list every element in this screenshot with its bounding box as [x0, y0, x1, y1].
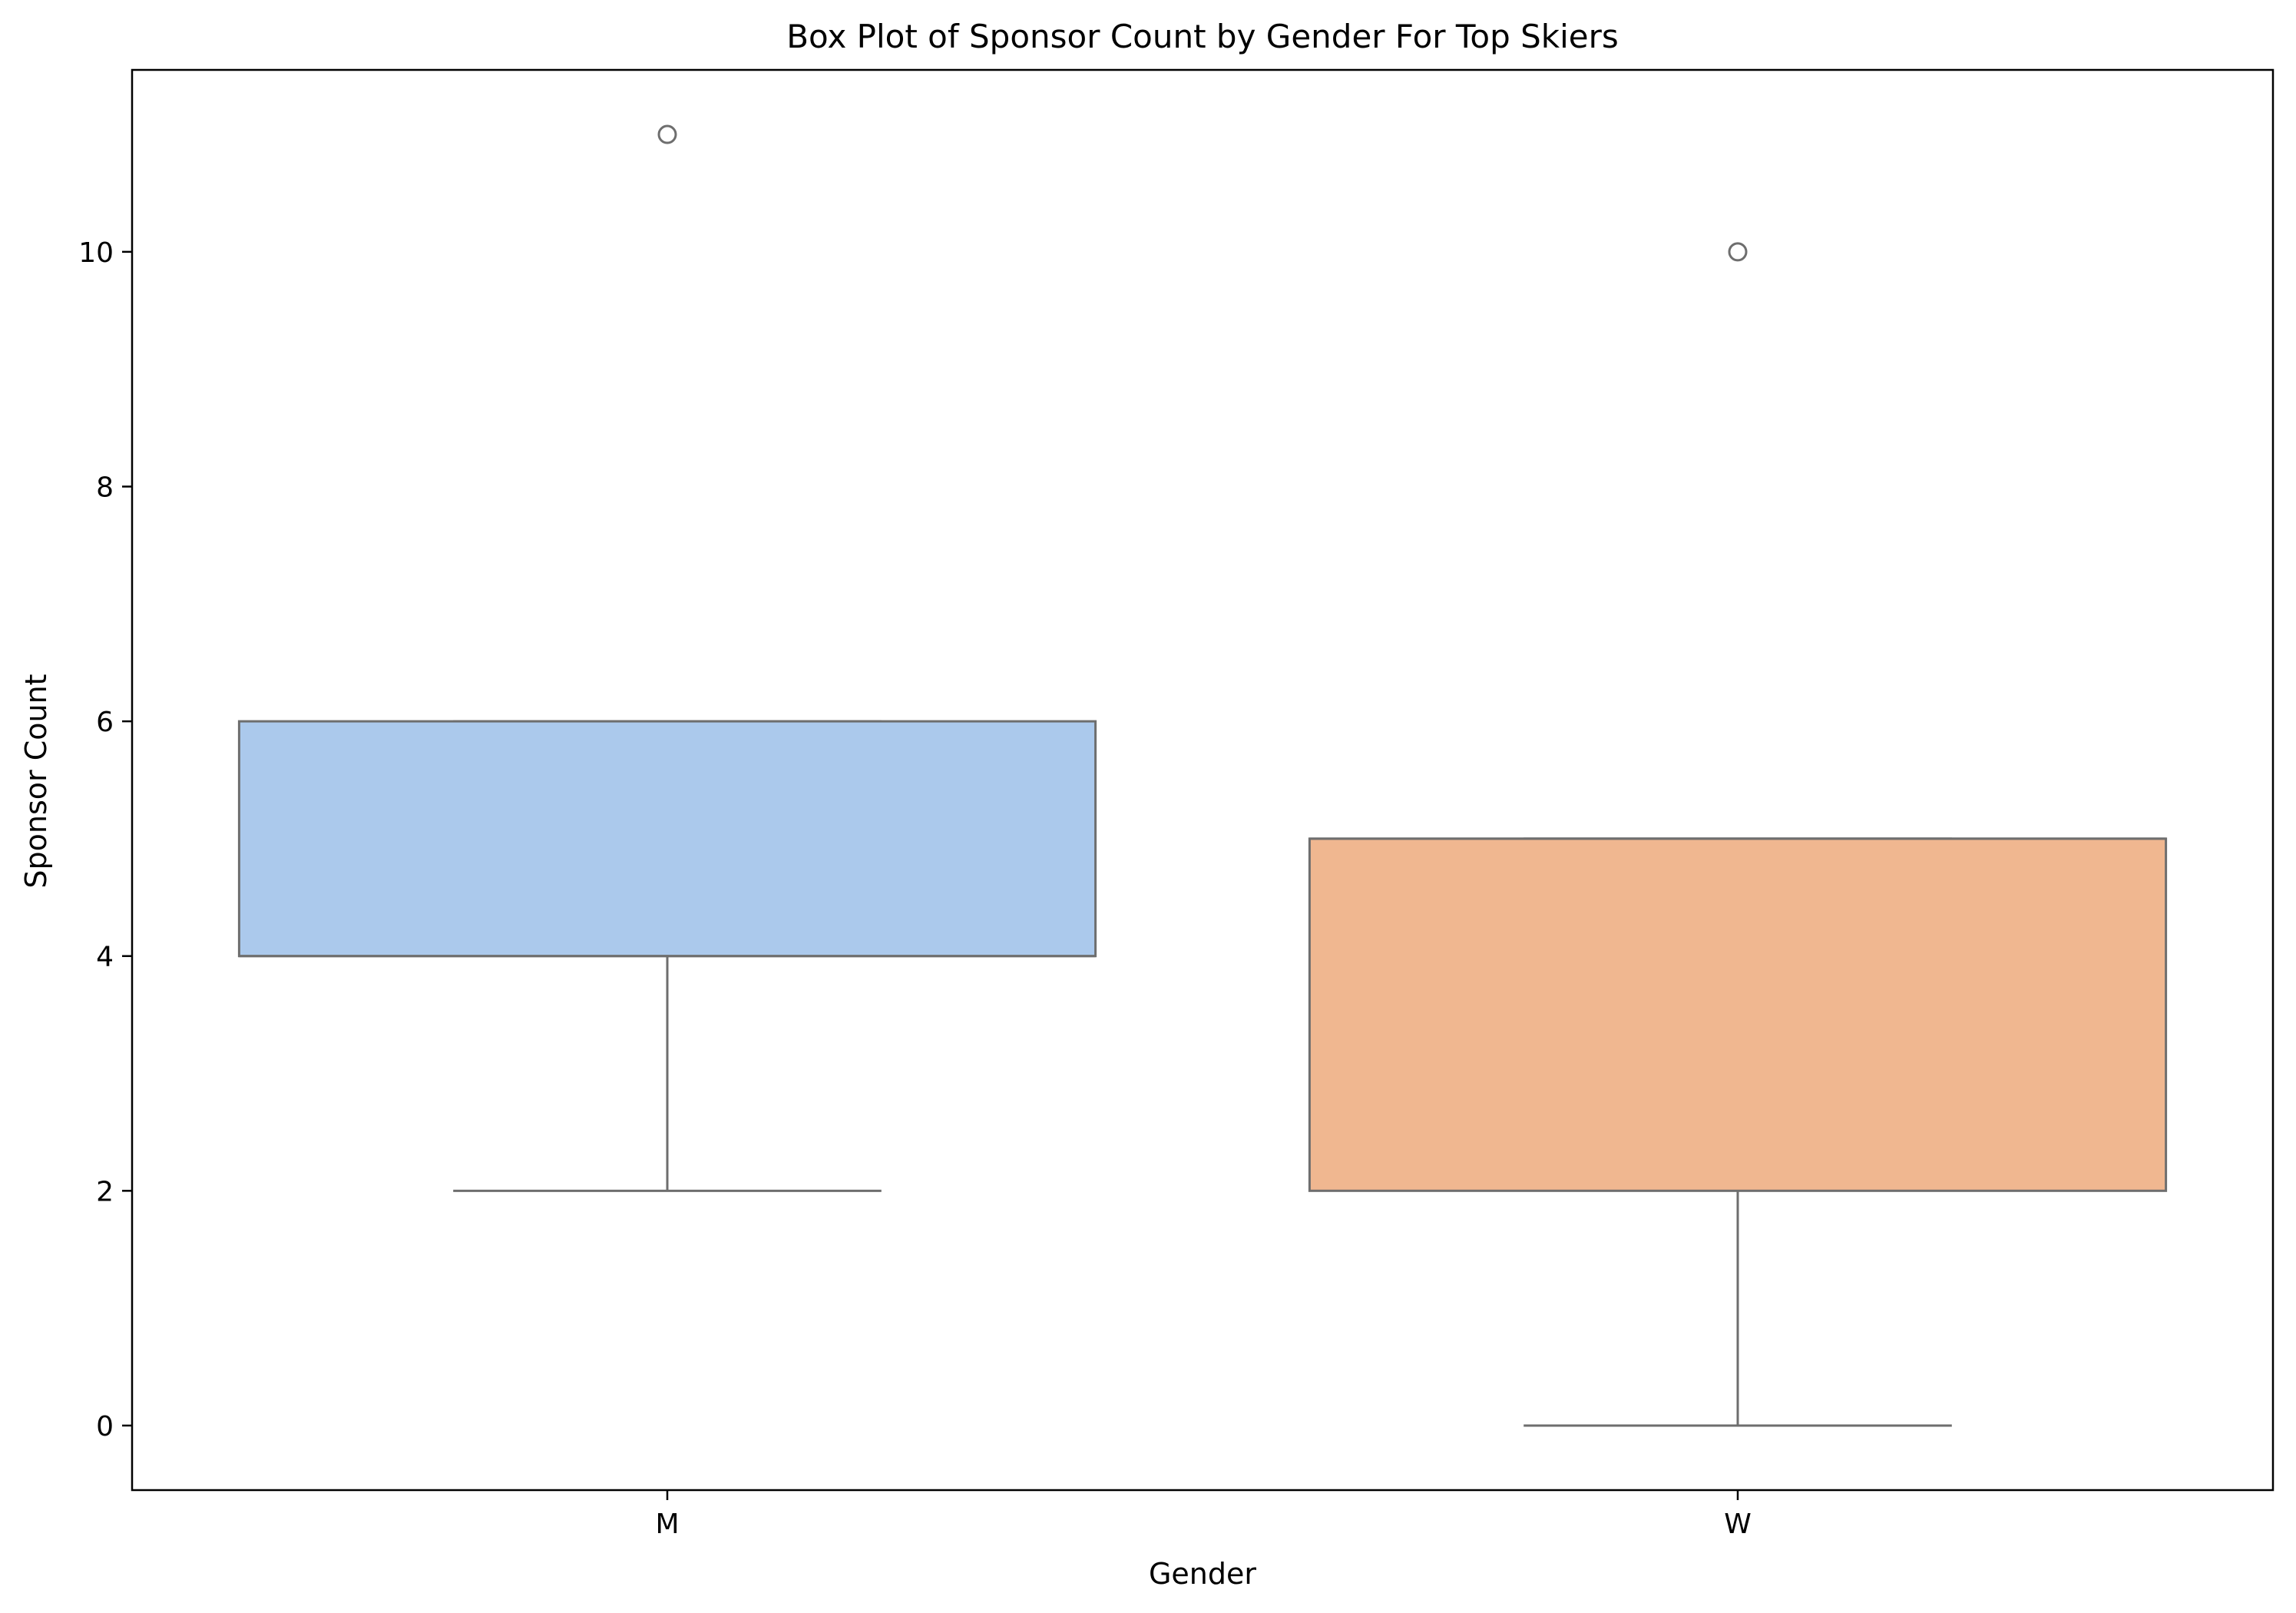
y-axis-label: Sponsor Count	[19, 674, 53, 888]
outlier-point-m	[657, 124, 677, 144]
box-w	[1308, 837, 2168, 1192]
y-tick-label: 4	[96, 942, 114, 973]
y-tick-label: 0	[96, 1411, 114, 1442]
box-m	[237, 720, 1097, 958]
outlier-point-w	[1728, 242, 1748, 262]
x-tick-label: M	[655, 1509, 679, 1540]
axes-frame	[131, 68, 2274, 1492]
plot-area: 0 2 4 6 8 10 M W	[78, 68, 2274, 1540]
y-tick-label: 10	[78, 237, 114, 269]
x-axis-label: Gender	[1149, 1557, 1256, 1591]
y-tick-label: 6	[96, 707, 114, 738]
y-tick-label: 2	[96, 1176, 114, 1207]
chart-title: Box Plot of Sponsor Count by Gender For …	[786, 18, 1619, 55]
x-tick-label: W	[1724, 1509, 1752, 1540]
y-tick-label: 8	[96, 472, 114, 503]
